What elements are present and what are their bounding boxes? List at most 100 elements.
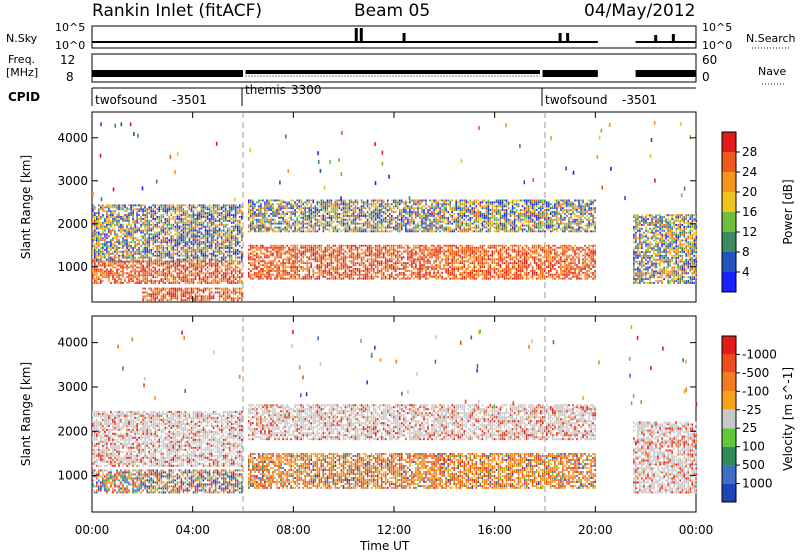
echo-cell [258, 207, 260, 209]
echo-cell [325, 209, 327, 211]
echo-cell [219, 222, 221, 224]
echo-cell [578, 211, 580, 213]
echo-cell [409, 219, 411, 221]
echo-cell [431, 225, 433, 227]
echo-cell [108, 235, 110, 237]
echo-cell [108, 265, 110, 267]
echo-cell [578, 229, 580, 231]
echo-cell [256, 276, 258, 278]
echo-cell [215, 230, 217, 232]
echo-cell [337, 205, 339, 207]
echo-cell [167, 214, 169, 216]
echo-cell [150, 274, 152, 276]
echo-cell [217, 276, 219, 278]
echo-cell [181, 299, 183, 301]
echo-cell [552, 225, 554, 227]
echo-cell [98, 282, 100, 284]
echo-cell [163, 272, 165, 274]
echo-cell [185, 216, 187, 218]
echo-cell [152, 276, 154, 278]
echo-cell [187, 224, 189, 226]
echo-cell [100, 269, 102, 271]
echo-cell [163, 270, 165, 272]
echo-cell [179, 208, 181, 210]
echo-cell [258, 201, 260, 203]
echo-cell [201, 208, 203, 210]
echo-cell [486, 215, 488, 217]
echo-cell [435, 223, 437, 225]
echo-cell [213, 297, 215, 299]
echo-cell [98, 204, 100, 206]
echo-cell [185, 245, 187, 247]
echo-cell [183, 249, 185, 251]
echo-cell [195, 270, 197, 272]
echo-cell [173, 259, 175, 261]
echo-cell [191, 247, 193, 249]
echo-cell [524, 200, 526, 202]
echo-cell [108, 270, 110, 272]
echo-cell [359, 213, 361, 215]
echo-cell [393, 217, 395, 219]
echo-cell [528, 229, 530, 231]
echo-cell [191, 253, 193, 255]
echo-cell [154, 288, 156, 290]
echo-cell [221, 230, 223, 232]
echo-cell [520, 217, 522, 219]
echo-cell [183, 230, 185, 232]
echo-cell [319, 221, 321, 223]
echo-cell [136, 261, 138, 263]
echo-cell [449, 221, 451, 223]
echo-cell [239, 288, 241, 290]
echo-cell [183, 241, 185, 243]
echo-cell [256, 209, 258, 211]
echo-cell [413, 223, 415, 225]
echo-cell [211, 239, 213, 241]
echo-cell [183, 251, 185, 253]
echo-cell [185, 241, 187, 243]
echo-cell [110, 265, 112, 267]
echo-cell [403, 221, 405, 223]
echo-cell [528, 201, 530, 203]
echo-cell [262, 225, 264, 227]
echo-cell [387, 201, 389, 203]
echo-cell [167, 255, 169, 257]
echo-cell [154, 295, 156, 297]
echo-cell [474, 230, 476, 232]
echo-cell [225, 269, 227, 271]
echo-cell [282, 229, 284, 231]
echo-cell [203, 204, 205, 206]
echo-cell [171, 292, 173, 294]
echo-cell [152, 295, 154, 297]
echo-cell [132, 210, 134, 212]
echo-cell [167, 278, 169, 280]
echo-cell [126, 214, 128, 216]
echo-cell [142, 222, 144, 224]
echo-cell [568, 205, 570, 207]
echo-cell [538, 207, 540, 209]
echo-cell [110, 206, 112, 208]
echo-cell [231, 214, 233, 216]
echo-cell [266, 201, 268, 203]
echo-cell [252, 229, 254, 231]
echo-cell [574, 215, 576, 217]
echo-cell [421, 211, 423, 213]
echo-cell [96, 239, 98, 241]
echo-cell [144, 226, 146, 228]
echo-cell [205, 204, 207, 206]
echo-cell [325, 211, 327, 213]
echo-cell [464, 209, 466, 211]
echo-cell [161, 297, 163, 299]
echo-cell [152, 274, 154, 276]
echo-cell [181, 222, 183, 224]
echo-cell [304, 227, 306, 229]
echo-cell [231, 247, 233, 249]
echo-cell [146, 253, 148, 255]
echo-cell [124, 263, 126, 265]
echo-cell [179, 212, 181, 214]
echo-cell [189, 241, 191, 243]
echo-cell [217, 224, 219, 226]
echo-cell [233, 288, 235, 290]
echo-cell [433, 207, 435, 209]
echo-cell [572, 227, 574, 229]
echo-cell [175, 245, 177, 247]
